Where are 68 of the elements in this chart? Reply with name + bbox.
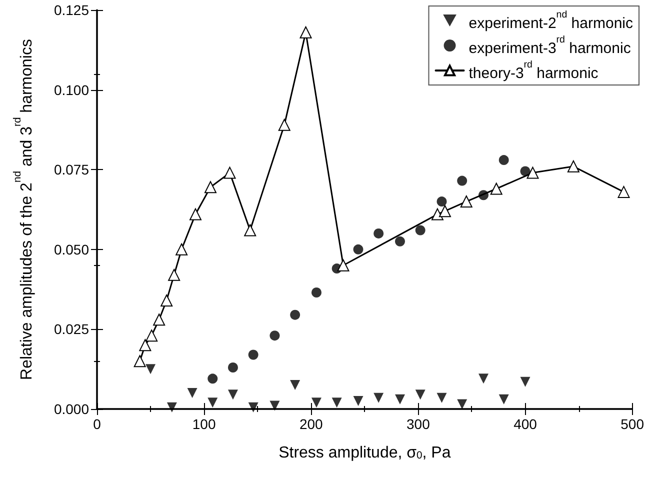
- point: [618, 186, 630, 198]
- point: [374, 392, 384, 403]
- point: [567, 160, 580, 172]
- point: [166, 402, 177, 412]
- point: [332, 398, 342, 408]
- point: [270, 330, 280, 341]
- y-tick-label: 0.050: [54, 241, 90, 258]
- x-tick-label: 500: [620, 416, 644, 432]
- point: [190, 208, 202, 220]
- point: [153, 314, 166, 326]
- point: [337, 259, 350, 272]
- point: [168, 268, 180, 281]
- point: [300, 26, 312, 38]
- point: [374, 228, 384, 238]
- x-tick-label: 300: [406, 416, 430, 432]
- point: [460, 196, 472, 208]
- point: [498, 155, 509, 166]
- point: [208, 374, 218, 384]
- point: [394, 394, 405, 404]
- x-tick-label: 400: [514, 416, 538, 432]
- point: [478, 190, 488, 200]
- point: [498, 394, 509, 404]
- point: [204, 181, 216, 194]
- point: [146, 330, 158, 342]
- point: [176, 243, 188, 256]
- point: [311, 287, 322, 298]
- x-tick-label: 200: [299, 416, 324, 432]
- x-tick-label: 100: [192, 416, 216, 432]
- point: [526, 166, 539, 179]
- point: [353, 396, 364, 406]
- point: [457, 399, 468, 410]
- y-tick-label: 0.025: [54, 321, 90, 338]
- point: [160, 294, 173, 306]
- point: [478, 374, 488, 384]
- point: [248, 402, 258, 412]
- point: [228, 390, 238, 400]
- point: [353, 244, 364, 254]
- x-tick-label: 0: [93, 416, 102, 432]
- y-tick-label: 0.000: [54, 401, 90, 417]
- point: [415, 225, 426, 236]
- point: [290, 380, 300, 390]
- point: [438, 205, 451, 218]
- y-tick-label: 0.125: [54, 2, 90, 18]
- point: [270, 400, 280, 411]
- point: [395, 236, 405, 246]
- point: [520, 376, 530, 387]
- point: [436, 392, 447, 403]
- point: [228, 362, 238, 372]
- point: [457, 176, 468, 186]
- point: [278, 118, 290, 131]
- point: [520, 166, 530, 176]
- y-tick-label: 0.075: [54, 162, 90, 178]
- y-tick-label: 0.100: [54, 82, 90, 98]
- point: [146, 364, 156, 374]
- point: [290, 310, 300, 320]
- point: [248, 350, 258, 360]
- point: [436, 196, 447, 207]
- point: [134, 355, 146, 368]
- point: [244, 224, 256, 236]
- point: [415, 390, 426, 400]
- point: [208, 398, 218, 408]
- point: [431, 208, 444, 220]
- point: [224, 166, 236, 179]
- y-axis-title: Relative amplitudes of the 2nd and 3rd harmonics: [12, 39, 36, 380]
- point: [490, 182, 502, 195]
- point: [139, 339, 152, 352]
- point: [187, 388, 198, 398]
- x-axis-title: Stress amplitude, σ0, Pa: [278, 444, 451, 462]
